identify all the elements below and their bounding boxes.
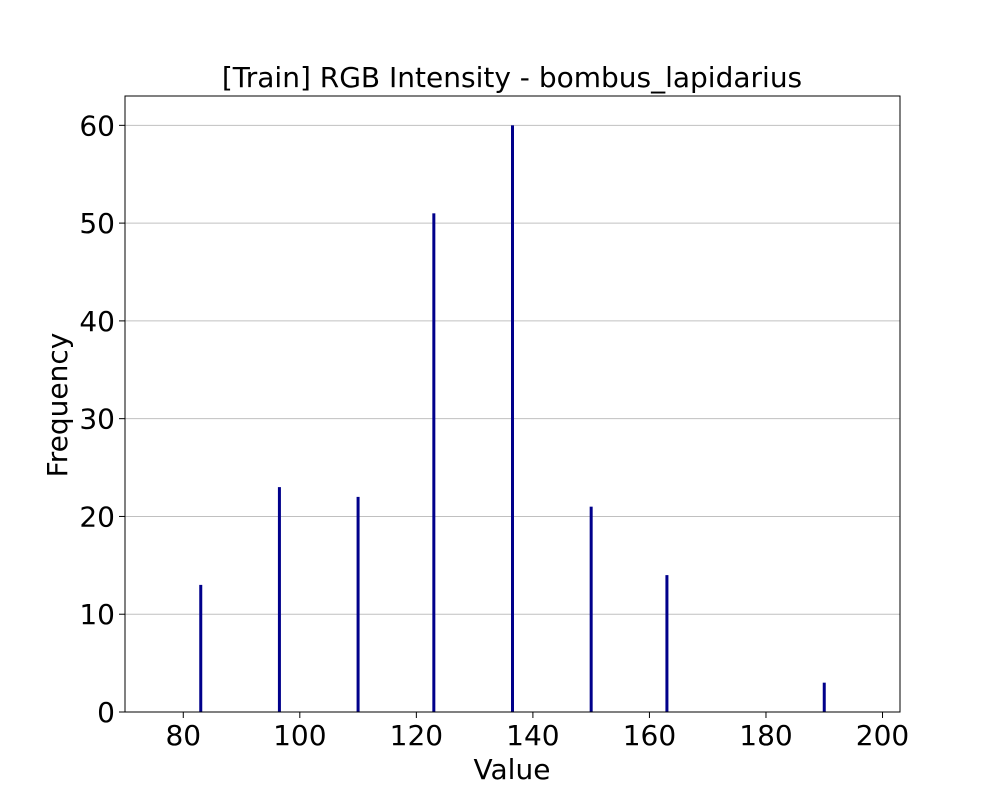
histogram-bar bbox=[589, 506, 593, 712]
histogram-bar bbox=[432, 213, 436, 713]
x-tick-label: 140 bbox=[506, 719, 559, 752]
chart-title: [Train] RGB Intensity - bombus_lapidariu… bbox=[222, 61, 802, 94]
y-tick-label: 20 bbox=[79, 500, 115, 533]
x-tick-label: 160 bbox=[623, 719, 676, 752]
histogram-bar bbox=[665, 575, 669, 712]
x-tick-label: 120 bbox=[390, 719, 443, 752]
y-axis-label: Frequency bbox=[41, 333, 74, 478]
histogram-bar bbox=[199, 584, 203, 712]
histogram-bar bbox=[511, 125, 514, 713]
x-tick-label: 80 bbox=[165, 719, 201, 752]
plot-frame bbox=[124, 95, 901, 713]
histogram-bar bbox=[822, 682, 826, 712]
y-tick-label: 60 bbox=[79, 109, 115, 142]
x-tick-label: 100 bbox=[273, 719, 326, 752]
y-tick-label: 50 bbox=[79, 207, 115, 240]
x-tick-label: 200 bbox=[856, 719, 909, 752]
y-tick-label: 10 bbox=[79, 598, 115, 631]
x-axis-ticks: 80 100 120 140 160 180 200 bbox=[165, 712, 909, 752]
bars bbox=[199, 125, 826, 713]
histogram-bar bbox=[356, 496, 360, 712]
y-tick-label: 0 bbox=[97, 696, 115, 729]
y-tick-label: 30 bbox=[79, 403, 115, 436]
y-axis-ticks: 0 10 20 30 40 50 60 bbox=[79, 109, 125, 729]
x-axis-label: Value bbox=[474, 753, 551, 786]
histogram-bar bbox=[277, 487, 281, 712]
x-tick-label: 180 bbox=[739, 719, 792, 752]
y-tick-label: 40 bbox=[79, 305, 115, 338]
